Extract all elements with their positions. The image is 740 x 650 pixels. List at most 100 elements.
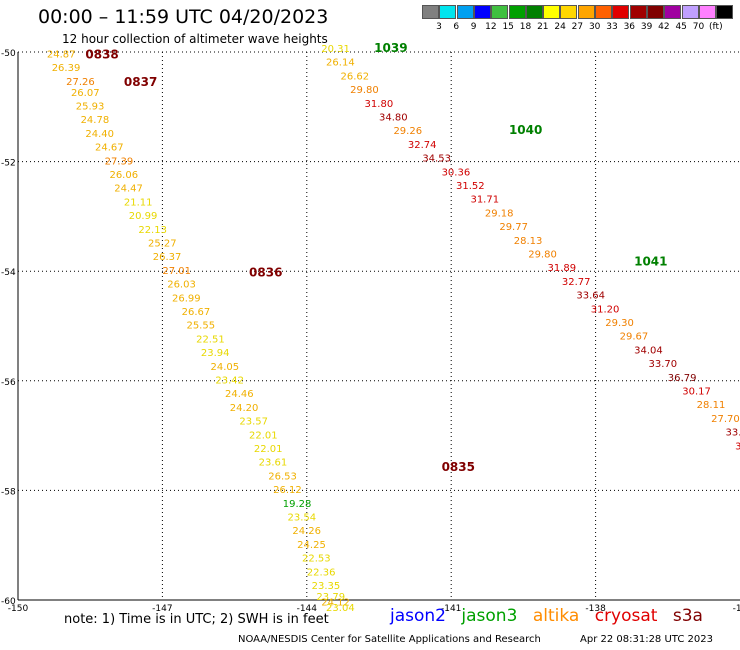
swh-value-label: 23.42 [215,376,244,387]
swh-value-label: 25.93 [76,102,105,113]
x-tick-label: -144 [297,604,318,614]
swh-value-label: 32.98 [735,441,740,452]
legend-tick: 70 [692,22,705,32]
legend-tick: 45 [675,22,687,32]
swh-value-label: 23.61 [259,458,288,469]
swh-value-label: 33.82 [726,428,740,439]
pass-time-label: 0836 [249,266,282,280]
legend-swatch [508,5,526,19]
legend-swatch [491,5,509,19]
pass-time-label: 0837 [124,75,157,89]
legend-swatch [612,5,630,19]
swh-value-label: 36.79 [668,373,697,384]
legend-tick: 3 [436,22,442,32]
pass-time-label: 1040 [509,123,542,137]
swh-value-label: 31.20 [591,304,620,315]
legend-swatch [716,5,734,19]
legend-tick: 21 [537,22,549,32]
swh-value-label: 29.26 [393,126,422,137]
legend-swatch [646,5,664,19]
y-tick-label: -60 [1,597,16,607]
swh-value-label: 24.47 [114,184,143,195]
swh-value-label: 29.80 [528,250,557,261]
swh-value-label: 26.37 [153,252,182,263]
swh-value-label: 25.55 [186,321,215,332]
legend-tick: 39 [640,22,653,32]
y-tick-label: -50 [1,49,16,59]
swh-value-label: 24.40 [85,129,114,140]
swh-value-label: 32.77 [562,277,591,288]
swh-value-label: 34.80 [379,113,408,124]
swh-value-label: 22.36 [307,567,336,578]
swh-value-label: 24.46 [225,389,254,400]
x-tick-label: -150 [8,604,29,614]
swh-value-label: 20.31 [321,44,350,55]
legend-tick: 33 [606,22,618,32]
swh-value-label: 30.36 [442,167,471,178]
satellite-legend: jason2 jason3 altika cryosat s3a [390,606,713,626]
swh-value-label: 26.39 [52,63,81,74]
swh-value-label: 26.03 [167,280,196,291]
swh-value-label: 29.77 [499,222,528,233]
y-tick-label: -58 [1,487,16,497]
legend-swatch [525,5,543,19]
swh-value-label: 23.79 [316,592,345,603]
legend-swatch [681,5,699,19]
swh-value-label: 22.51 [196,334,225,345]
sat-jason3: jason3 [461,606,518,626]
swh-value-label: 31.52 [456,181,485,192]
legend-swatch [439,5,457,19]
legend-swatch [577,5,595,19]
swh-value-label: 23.57 [239,417,268,428]
sat-jason2: jason2 [390,606,446,626]
swh-value-label: 31.71 [470,195,499,206]
swh-value-label: 24.05 [211,362,240,373]
chart-subtitle: 12 hour collection of altimeter wave hei… [62,32,328,46]
swh-value-label: 26.06 [109,170,138,181]
legend-tick: 9 [470,22,477,32]
pass-time-label: 0838 [85,48,118,62]
swh-value-label: 22.01 [254,444,283,455]
timestamp-text: Apr 22 08:31:28 UTC 2023 [580,634,713,645]
swh-value-label: 23.04 [326,603,355,614]
swh-value-label: 26.12 [273,485,302,496]
swh-value-label: 24.12 [321,597,350,608]
swh-value-label: 26.62 [340,71,369,82]
swh-value-label: 33.64 [576,291,605,302]
swh-value-label: 23.54 [288,513,317,524]
legend-tick: 15 [502,22,514,32]
x-tick-label: -138 [585,604,606,614]
chart-title: 00:00 – 11:59 UTC 04/20/2023 [38,6,329,28]
swh-value-label: 26.14 [326,58,355,69]
swh-value-label: 24.78 [81,115,110,126]
swh-value-label: 23.35 [312,581,341,592]
x-tick-label: -147 [152,604,172,614]
legend-swatch [629,5,647,19]
swh-value-label: 34.53 [422,154,451,165]
pass-time-label: 1041 [634,255,667,269]
swh-value-label: 29.67 [620,332,649,343]
swh-value-label: 25.27 [148,239,177,250]
sat-s3a: s3a [672,606,703,626]
legend-tick: 6 [453,22,460,32]
legend-swatch [473,5,491,19]
swh-value-label: 29.30 [605,318,634,329]
pass-time-label: 1039 [374,41,407,55]
legend-tick: 12 [485,22,497,32]
y-tick-label: -52 [1,159,16,169]
swh-value-label: 23.94 [201,348,230,359]
swh-value-label: 21.11 [124,197,153,208]
swh-value-label: 33.70 [649,359,678,370]
swh-value-label: 26.07 [71,88,100,99]
swh-value-label: 27.39 [105,156,134,167]
legend-swatch [664,5,682,19]
legend-swatch [698,5,716,19]
legend-tick: 42 [658,22,670,32]
y-tick-label: -54 [1,268,16,278]
swh-value-label: 31.80 [365,99,394,110]
swh-value-label: 26.53 [268,471,297,482]
legend-swatch [560,5,578,19]
swh-value-label: 22.01 [249,430,278,441]
x-tick-label: -13 [733,604,740,614]
